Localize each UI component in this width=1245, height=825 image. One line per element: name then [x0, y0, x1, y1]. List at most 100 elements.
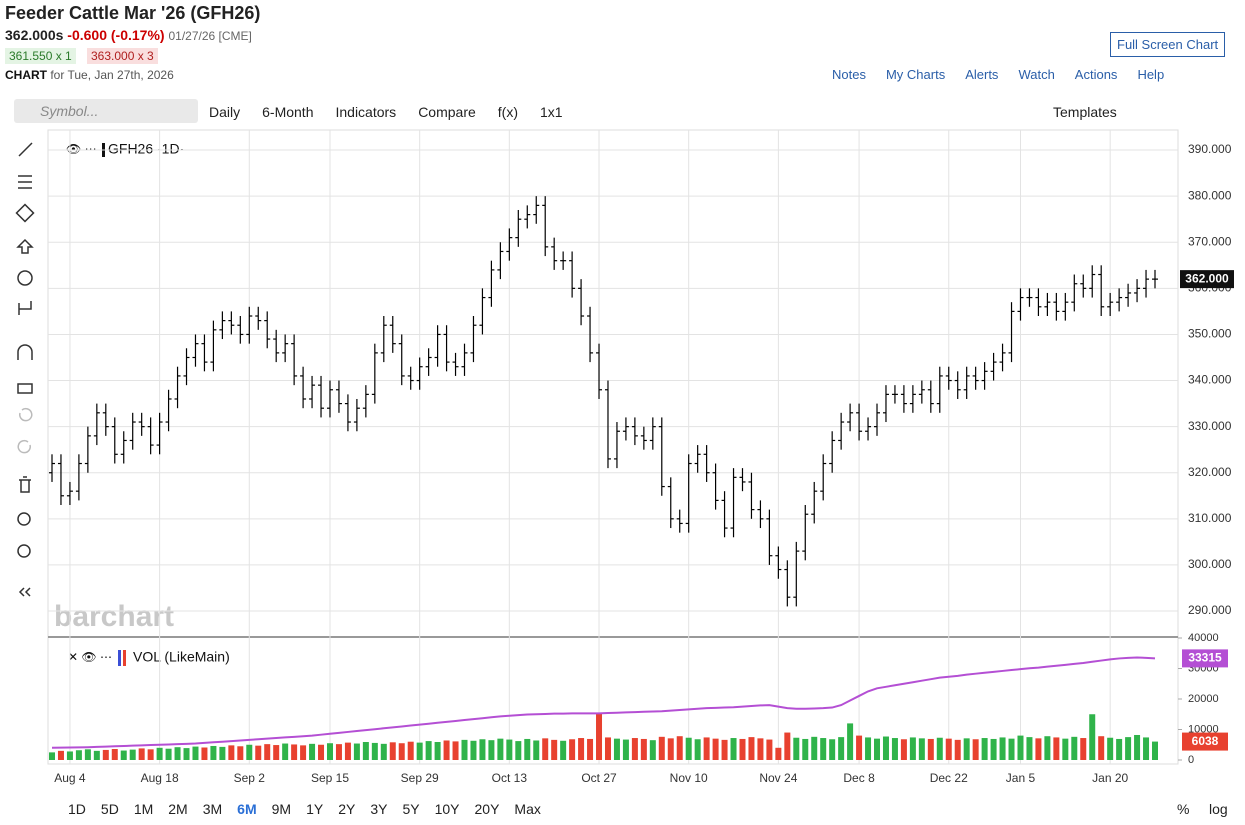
- tool-arrow[interactable]: [16, 238, 34, 254]
- range[interactable]: 2Y: [338, 801, 356, 817]
- volume-bar: [694, 739, 701, 760]
- volume-bar: [300, 745, 307, 760]
- volume-bar: [999, 737, 1006, 760]
- volume-bar: [264, 744, 271, 760]
- volume-bar: [1089, 714, 1096, 760]
- log-button[interactable]: log: [1209, 801, 1228, 817]
- range[interactable]: 9M: [271, 801, 292, 817]
- bid: 361.550 x 1: [5, 48, 76, 64]
- toolbar-item[interactable]: Indicators: [335, 104, 397, 120]
- volume-bar: [443, 740, 450, 760]
- symbol-input[interactable]: Symbol...: [14, 99, 198, 123]
- range[interactable]: 1Y: [306, 801, 324, 817]
- volume-bar: [1026, 737, 1033, 760]
- volume-bar: [228, 745, 235, 760]
- volume-bar: [434, 742, 441, 760]
- volume-bar: [1107, 737, 1114, 760]
- volume-bar: [1035, 738, 1042, 760]
- volume-bar: [712, 738, 719, 760]
- volume-bar: [470, 740, 477, 760]
- range[interactable]: 3Y: [370, 801, 388, 817]
- range[interactable]: 10Y: [434, 801, 460, 817]
- volume-bar: [891, 738, 898, 760]
- tool-lock[interactable]: [17, 383, 33, 394]
- nav-item[interactable]: My Charts: [885, 67, 946, 82]
- volume-bar: [856, 735, 863, 760]
- volume-bar: [84, 749, 91, 760]
- volume-bar: [622, 739, 629, 760]
- range[interactable]: 2M: [168, 801, 188, 817]
- volume-bar: [1125, 737, 1132, 760]
- chart-word: CHART: [5, 68, 47, 82]
- x-tick-label: Jan 5: [1006, 771, 1036, 785]
- full-screen-button[interactable]: Full Screen Chart: [1110, 32, 1226, 57]
- x-tick-label: Aug 18: [141, 771, 179, 785]
- volume-bar: [560, 740, 567, 760]
- tool-line[interactable]: [18, 142, 33, 157]
- nav-item[interactable]: Actions: [1074, 67, 1118, 82]
- tool-redo[interactable]: [17, 439, 31, 454]
- tool-zoom-out[interactable]: [17, 544, 31, 558]
- price: 362.000s: [5, 27, 64, 43]
- nav: Notes My Charts Alerts Watch Actions Hel…: [832, 67, 1164, 82]
- volume-bar: [739, 738, 746, 760]
- volume-bar: [587, 738, 594, 760]
- volume-bar: [963, 738, 970, 760]
- volume-bar: [1044, 736, 1051, 760]
- x-tick-label: Nov 10: [670, 771, 708, 785]
- volume-bar: [183, 748, 190, 760]
- toolbar-item[interactable]: f(x): [497, 104, 518, 120]
- volume-bar: [318, 744, 325, 760]
- range[interactable]: 1M: [133, 801, 154, 817]
- range[interactable]: 20Y: [474, 801, 500, 817]
- range[interactable]: 5Y: [402, 801, 420, 817]
- range[interactable]: 3M: [202, 801, 223, 817]
- y-tick-label: 340.000: [1188, 373, 1232, 387]
- nav-item[interactable]: Help: [1137, 67, 1165, 82]
- tool-zoom-in[interactable]: [17, 512, 31, 526]
- chart: barchart GFH26 ·1D· 👁 ⋯ ✕ 👁 ⋯ VOL (LikeM…: [47, 129, 1234, 785]
- volume-bar: [909, 737, 916, 760]
- templates[interactable]: Templates: [1053, 104, 1117, 120]
- volume-bar: [497, 738, 504, 760]
- range[interactable]: Max: [514, 801, 541, 817]
- nav-item[interactable]: Alerts: [965, 67, 999, 82]
- nav-item[interactable]: Watch: [1018, 67, 1055, 82]
- toolbar-items: Daily 6-Month Indicators Compare f(x) 1x…: [209, 104, 563, 120]
- y-tick-label: 290.000: [1188, 603, 1232, 617]
- tool-measure[interactable]: [18, 301, 32, 315]
- tool-count[interactable]: [17, 270, 33, 286]
- tool-magnet[interactable]: [17, 344, 33, 360]
- percent-button[interactable]: %: [1177, 801, 1190, 817]
- range[interactable]: 6M: [237, 801, 257, 817]
- volume-bar: [936, 737, 943, 760]
- watermark: barchart: [54, 600, 174, 633]
- tool-undo[interactable]: [19, 407, 33, 422]
- toolbar: Symbol... Daily 6-Month Indicators Compa…: [0, 96, 1245, 128]
- volume-bar: [515, 741, 522, 760]
- volume-bar: [1062, 738, 1069, 760]
- volume-bar: [640, 738, 647, 760]
- x-tick-label: Jan 20: [1092, 771, 1128, 785]
- volume-bar: [703, 737, 710, 760]
- volume-bar: [398, 743, 405, 760]
- volume-bar: [865, 737, 872, 760]
- x-tick-label: Sep 15: [311, 771, 349, 785]
- volume-bar: [945, 738, 952, 760]
- y-tick-label: 300.000: [1188, 557, 1232, 571]
- y-tick-label: 40000: [1188, 632, 1219, 644]
- tool-collapse[interactable]: [18, 587, 31, 597]
- tool-delete[interactable]: [19, 476, 31, 493]
- toolbar-item[interactable]: 1x1: [540, 104, 563, 120]
- toolbar-item[interactable]: Daily: [209, 104, 241, 120]
- toolbar-item[interactable]: Compare: [418, 104, 476, 120]
- tool-shape[interactable]: [15, 203, 35, 223]
- range[interactable]: 1D: [68, 801, 86, 817]
- nav-item[interactable]: Notes: [832, 67, 866, 82]
- volume-bar: [102, 749, 109, 760]
- tool-fib[interactable]: [18, 175, 32, 189]
- toolbar-item[interactable]: 6-Month: [262, 104, 314, 120]
- volume-bar: [147, 749, 154, 760]
- range[interactable]: 5D: [100, 801, 119, 817]
- drawing-tools: [15, 142, 35, 597]
